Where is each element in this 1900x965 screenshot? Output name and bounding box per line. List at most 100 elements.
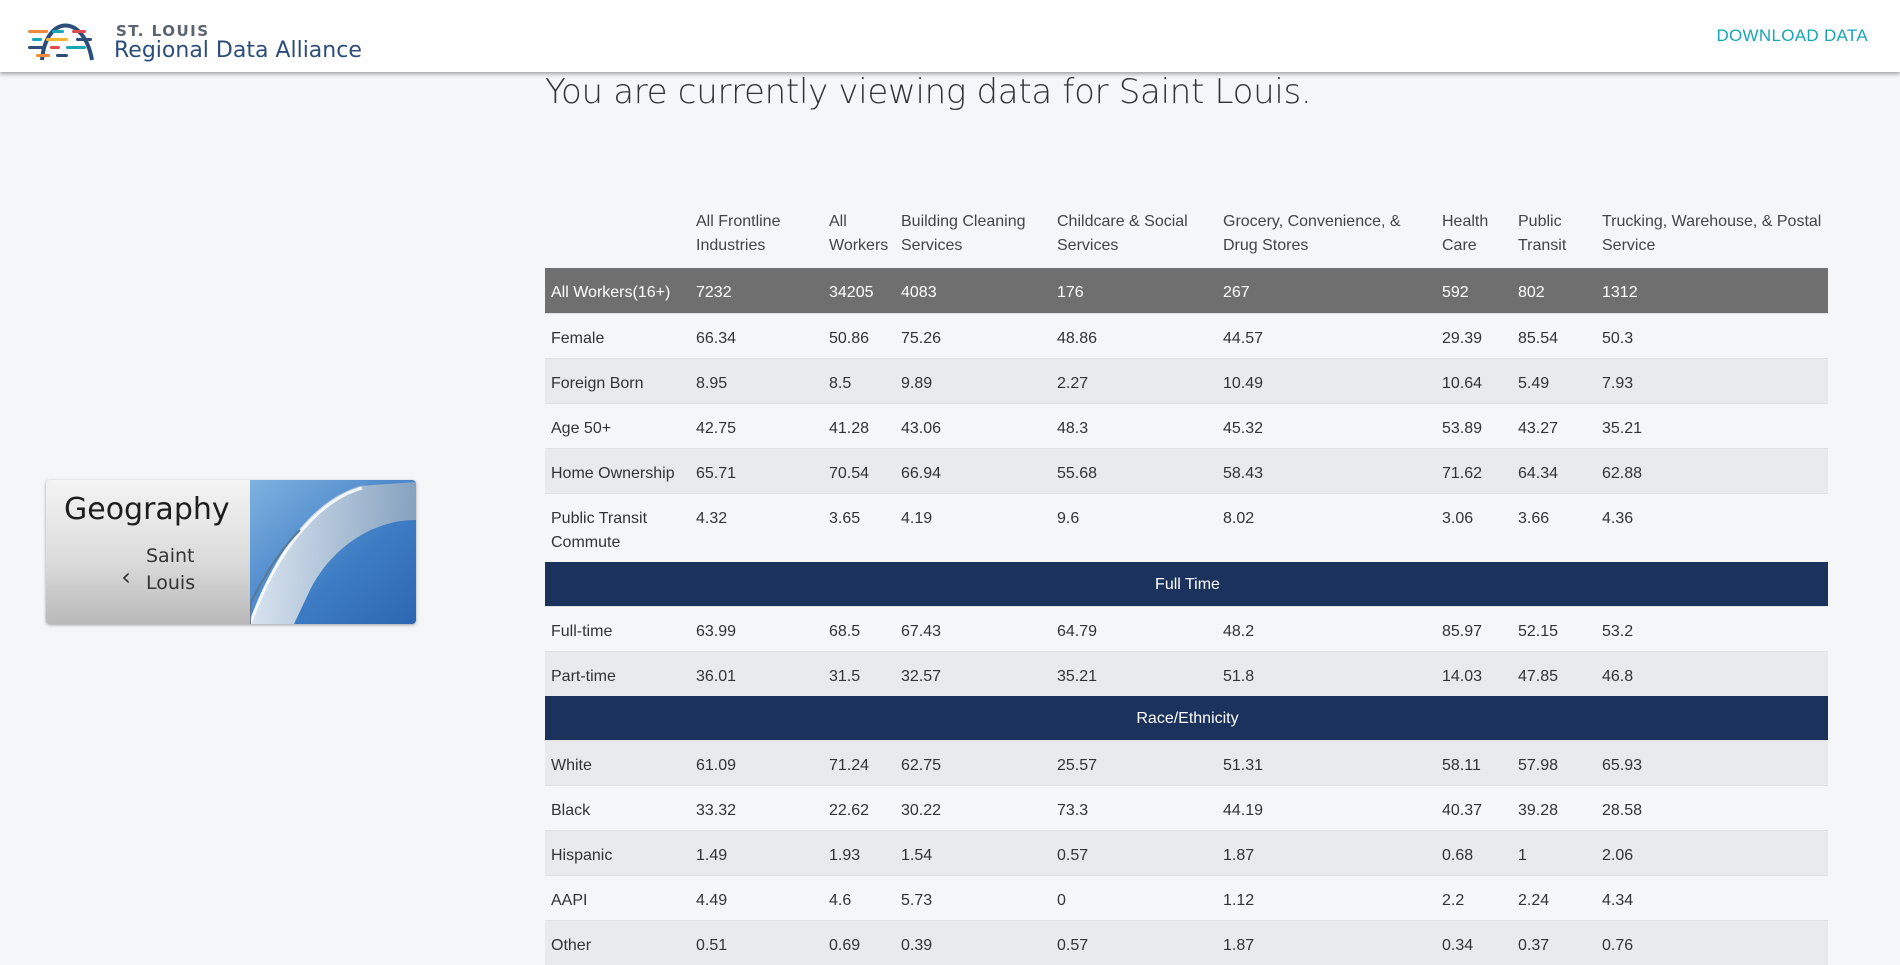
- table-cell: 7232: [690, 268, 823, 313]
- geography-title: Geography: [64, 492, 230, 527]
- table-cell: 70.54: [823, 447, 895, 493]
- arch-logo-icon: [28, 23, 94, 61]
- column-header: Health Care: [1442, 213, 1489, 254]
- geography-value: Saint Louis: [146, 545, 196, 594]
- table-cell: 63.99: [690, 605, 823, 651]
- table-cell: 9.6: [1051, 492, 1217, 562]
- table-cell: 55.68: [1051, 447, 1217, 493]
- table-cell: 1.12: [1217, 874, 1436, 920]
- row-label: Black: [545, 784, 690, 830]
- table-cell: 44.19: [1217, 784, 1436, 830]
- download-data-link[interactable]: DOWNLOAD DATA: [1716, 26, 1868, 45]
- row-label: Other: [545, 919, 690, 965]
- geography-selector: Geography ‹ Saint Louis ›: [46, 480, 416, 624]
- table-row: Full-time 63.99 68.5 67.43 64.79 48.2 85…: [545, 605, 1828, 651]
- demographics-table: All Frontline Industries All Workers Bui…: [545, 196, 1828, 965]
- table-cell: 3.65: [823, 492, 895, 562]
- table-cell: 41.28: [823, 402, 895, 448]
- table-cell: 802: [1512, 268, 1596, 313]
- column-header: Trucking, Warehouse, & Postal Service: [1602, 213, 1822, 254]
- table-cell: 4.6: [823, 874, 895, 920]
- table-cell: 0.69: [823, 919, 895, 965]
- table-row: Foreign Born 8.95 8.5 9.89 2.27 10.49 10…: [545, 357, 1828, 403]
- table-cell: 35.21: [1596, 402, 1828, 448]
- table-cell: 44.57: [1217, 312, 1436, 358]
- table-cell: 176: [1051, 268, 1217, 313]
- table-cell: 1.49: [690, 829, 823, 875]
- table-row: Part-time 36.01 31.5 32.57 35.21 51.8 14…: [545, 650, 1828, 696]
- table-cell: 29.39: [1436, 312, 1512, 358]
- section-header-row: Race/Ethnicity: [545, 696, 1828, 740]
- table-cell: 39.28: [1512, 784, 1596, 830]
- row-label: Public Transit Commute: [545, 492, 690, 562]
- row-label: Part-time: [545, 650, 690, 696]
- table-cell: 1312: [1596, 268, 1828, 313]
- row-label: All Workers(16+): [545, 268, 690, 313]
- table-cell: 58.11: [1436, 739, 1512, 785]
- table-cell: 32.57: [895, 650, 1051, 696]
- row-label: Home Ownership: [545, 447, 690, 493]
- table-cell: 3.06: [1436, 492, 1512, 562]
- table-cell: 62.75: [895, 739, 1051, 785]
- table-cell: 47.85: [1512, 650, 1596, 696]
- table-cell: 4.34: [1596, 874, 1828, 920]
- table-cell: 4.36: [1596, 492, 1828, 562]
- row-label: Hispanic: [545, 829, 690, 875]
- table-cell: 1.87: [1217, 919, 1436, 965]
- table-cell: 36.01: [690, 650, 823, 696]
- table-cell: 4.49: [690, 874, 823, 920]
- table-cell: 2.06: [1596, 829, 1828, 875]
- table-cell: 58.43: [1217, 447, 1436, 493]
- rda-logo[interactable]: ST. LOUIS Regional Data Alliance: [28, 6, 368, 66]
- table-cell: 10.64: [1436, 357, 1512, 403]
- column-header: Building Cleaning Services: [901, 213, 1026, 254]
- table-row: Female 66.34 50.86 75.26 48.86 44.57 29.…: [545, 312, 1828, 358]
- table-cell: 0.57: [1051, 829, 1217, 875]
- logo-title: Regional Data Alliance: [114, 38, 362, 63]
- table-cell: 67.43: [895, 605, 1051, 651]
- row-label: White: [545, 739, 690, 785]
- table-cell: 2.2: [1436, 874, 1512, 920]
- table-cell: 5.73: [895, 874, 1051, 920]
- top-navbar: ST. LOUIS Regional Data Alliance DOWNLOA…: [0, 0, 1900, 72]
- table-cell: 8.02: [1217, 492, 1436, 562]
- table-cell: 51.31: [1217, 739, 1436, 785]
- table-cell: 31.5: [823, 650, 895, 696]
- table-cell: 65.93: [1596, 739, 1828, 785]
- table-cell: 0.76: [1596, 919, 1828, 965]
- table-cell: 75.26: [895, 312, 1051, 358]
- table-cell: 7.93: [1596, 357, 1828, 403]
- table-row: Other 0.51 0.69 0.39 0.57 1.87 0.34 0.37…: [545, 919, 1828, 965]
- table-cell: 64.79: [1051, 605, 1217, 651]
- section-header-row: Full Time: [545, 562, 1828, 606]
- table-cell: 40.37: [1436, 784, 1512, 830]
- table-cell: 2.24: [1512, 874, 1596, 920]
- column-header: Childcare & Social Services: [1057, 213, 1188, 254]
- table-cell: 1: [1512, 829, 1596, 875]
- section-header-full-time: Full Time: [545, 562, 1828, 606]
- column-header: Grocery, Convenience, & Drug Stores: [1223, 213, 1401, 254]
- table-row: Age 50+ 42.75 41.28 43.06 48.3 45.32 53.…: [545, 402, 1828, 448]
- table-cell: 42.75: [690, 402, 823, 448]
- logo-subtitle: ST. LOUIS: [116, 22, 210, 40]
- chevron-left-icon[interactable]: ‹: [121, 563, 131, 591]
- table-cell: 52.15: [1512, 605, 1596, 651]
- table-cell: 9.89: [895, 357, 1051, 403]
- table-cell: 50.86: [823, 312, 895, 358]
- table-cell: 53.89: [1436, 402, 1512, 448]
- row-label: Full-time: [545, 605, 690, 651]
- table-cell: 2.27: [1051, 357, 1217, 403]
- table-row: Black 33.32 22.62 30.22 73.3 44.19 40.37…: [545, 784, 1828, 830]
- table-cell: 30.22: [895, 784, 1051, 830]
- column-header-blank: [545, 196, 690, 268]
- table-cell: 45.32: [1217, 402, 1436, 448]
- table-cell: 0.57: [1051, 919, 1217, 965]
- table-cell: 85.97: [1436, 605, 1512, 651]
- table-cell: 71.62: [1436, 447, 1512, 493]
- column-header: Public Transit: [1518, 213, 1567, 254]
- table-cell: 5.49: [1512, 357, 1596, 403]
- table-cell: 4.19: [895, 492, 1051, 562]
- table-cell: 267: [1217, 268, 1436, 313]
- table-cell: 48.2: [1217, 605, 1436, 651]
- table-cell: 43.06: [895, 402, 1051, 448]
